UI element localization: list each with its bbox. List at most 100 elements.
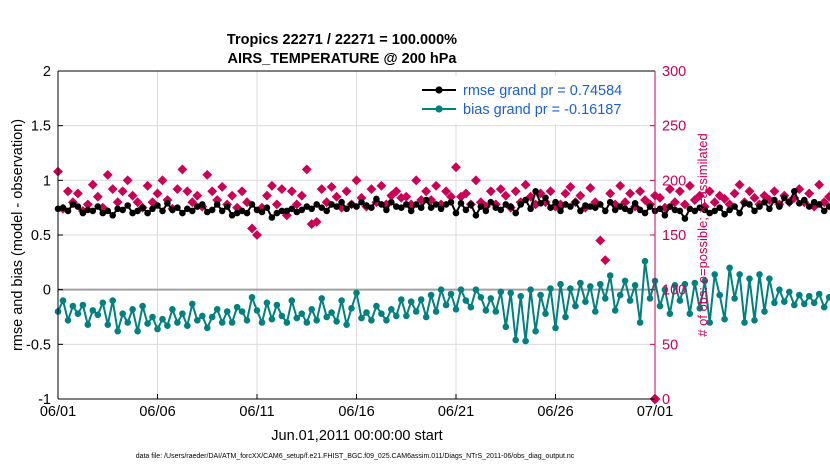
rmse-point (318, 204, 326, 211)
rmse-point (512, 209, 519, 217)
obs-assimilated-marker (217, 181, 228, 192)
rmse-point (606, 198, 614, 206)
obs-assimilated-marker (744, 186, 755, 197)
bias-point (403, 312, 410, 320)
rmse-point (786, 198, 793, 206)
y-tick-label-right: 100 (662, 283, 686, 299)
rmse-point (398, 204, 405, 211)
bias-point (567, 285, 574, 292)
data-file-footnote: data file: /Users/raeder/DAI/ATM_forcXX/… (136, 453, 575, 460)
rmse-point (208, 206, 216, 214)
rmse-point (199, 201, 206, 208)
obs-assimilated-marker (341, 186, 352, 197)
bias-point (825, 294, 830, 301)
obs-assimilated-marker (122, 175, 133, 186)
bias-point (557, 280, 564, 288)
y-axis-label-right: # of obs: o=possible; ×=assimilated (695, 133, 710, 336)
rmse-point (343, 205, 350, 213)
bias-point (159, 315, 166, 323)
rmse-point (248, 201, 256, 208)
bias-point (741, 319, 748, 326)
bias-point (64, 317, 72, 324)
axes-frame (57, 70, 656, 400)
rmse-point (641, 209, 649, 217)
legend: rmse grand pr = 0.74584 bias grand pr = … (412, 76, 654, 124)
obs-assimilated-marker (117, 186, 128, 197)
rmse-point (815, 201, 823, 208)
rmse-point (527, 205, 534, 213)
rmse-point (288, 205, 296, 213)
bias-point (174, 319, 181, 326)
rmse-point (611, 206, 619, 214)
bias-point (218, 319, 226, 326)
obs-assimilated-marker (72, 188, 83, 199)
obs-assimilated-marker (366, 184, 377, 195)
bias-series-layer (54, 257, 830, 345)
rmse-point (94, 203, 102, 210)
bias-point (547, 285, 554, 292)
bias-point (626, 297, 634, 304)
obs-assimilated-marker (500, 190, 511, 201)
bias-point (328, 309, 335, 316)
y-tick-label-left: -0.5 (26, 337, 51, 353)
rmse-point (447, 198, 455, 206)
rmse-point (636, 206, 644, 214)
bias-point (79, 301, 87, 309)
rmse-point (472, 212, 480, 219)
bias-point (522, 337, 529, 345)
legend-rmse-marker (435, 86, 443, 94)
rmse-point (89, 207, 97, 215)
bias-point (368, 317, 375, 324)
obs-assimilated-marker (107, 184, 118, 195)
obs-assimilated-marker (804, 188, 815, 199)
rmse-point (517, 201, 524, 208)
rmse-point (263, 204, 271, 211)
rmse-point (542, 194, 549, 202)
bias-point (457, 286, 465, 294)
bias-point (343, 321, 350, 329)
obs-assimilated-marker (495, 184, 506, 195)
bias-point (228, 319, 236, 326)
obs-assimilated-marker (237, 186, 247, 197)
obs-assimilated-marker (461, 188, 471, 199)
bias-point (253, 307, 261, 314)
bias-point (99, 299, 107, 307)
bias-point (407, 298, 415, 306)
rmse-point (412, 201, 420, 208)
bias-point (338, 297, 345, 304)
rmse-point (328, 201, 335, 208)
rmse-point (686, 205, 694, 213)
obs-assimilated-marker (595, 235, 606, 246)
rmse-point (676, 207, 684, 215)
bias-point (358, 314, 365, 322)
rmse-point (253, 206, 261, 214)
x-tick-label: 06/01 (40, 404, 76, 420)
rmse-point (691, 207, 699, 215)
obs-assimilated-marker (441, 186, 451, 197)
bias-point (746, 275, 753, 283)
rmse-point (99, 209, 107, 217)
obs-assimilated-marker (734, 179, 745, 190)
bias-point (477, 294, 485, 301)
bias-point (373, 302, 380, 310)
obs-assimilated-marker (63, 186, 73, 197)
rmse-point (726, 206, 733, 214)
obs-assimilated-marker (485, 186, 496, 197)
rmse-point (497, 206, 505, 214)
y-tick-label-right: 200 (662, 173, 686, 189)
obs-assimilated-marker (252, 230, 262, 240)
rmse-point (621, 205, 629, 213)
obs-assimilated-marker (247, 223, 257, 234)
bias-point (661, 286, 669, 294)
rmse-point (174, 204, 181, 211)
rmse-point (403, 201, 410, 208)
obs-assimilated-marker (679, 199, 690, 210)
y-tick-label-left: 2 (43, 64, 51, 80)
x-tick-label: 06/11 (239, 404, 274, 420)
bias-point (512, 336, 519, 344)
rmse-point (681, 215, 689, 222)
rmse-point (323, 207, 331, 215)
rmse-point (169, 206, 176, 214)
rmse-point (64, 207, 72, 215)
